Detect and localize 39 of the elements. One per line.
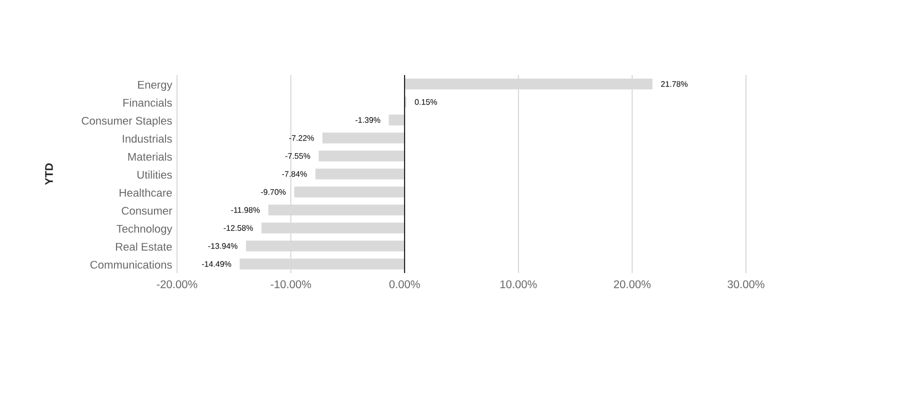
- y-tick-label: Industrials: [122, 134, 172, 143]
- data-label: 21.78%: [661, 81, 688, 87]
- y-tick-label: Real Estate: [116, 242, 172, 251]
- bar: [315, 168, 405, 180]
- x-tick-label: 20.00%: [614, 280, 651, 288]
- y-tick-label: Communications: [90, 260, 172, 269]
- bar: [318, 150, 405, 162]
- data-label: -11.98%: [231, 207, 260, 213]
- y-tick-label: Consumer Staples: [82, 116, 172, 127]
- y-tick-label: Healthcare: [120, 188, 172, 197]
- data-label: -1.39%: [356, 117, 380, 123]
- x-tick-label: -10.00%: [270, 280, 312, 288]
- y-tick-label: Energy: [138, 80, 172, 91]
- data-label: -9.70%: [260, 189, 286, 195]
- x-tick-label: 10.00%: [500, 280, 537, 288]
- bar: [404, 78, 652, 90]
- y-tick-label: Technology: [116, 224, 172, 235]
- data-label: -7.55%: [285, 153, 310, 159]
- data-label: -14.49%: [202, 261, 232, 267]
- y-axis-title: YTD: [45, 163, 53, 185]
- x-tick-label: 30.00%: [728, 280, 764, 288]
- bar: [240, 258, 405, 270]
- bar: [246, 240, 405, 252]
- bar: [388, 114, 405, 126]
- y-tick-label: Consumer: [122, 206, 172, 215]
- x-tick-label: -20.00%: [156, 280, 198, 288]
- data-label: -13.94%: [208, 243, 238, 249]
- bar: [322, 132, 405, 144]
- bar: [261, 222, 405, 234]
- data-label: -7.84%: [282, 171, 307, 177]
- y-tick-label: Utilities: [137, 170, 172, 179]
- data-label: 0.15%: [414, 99, 437, 105]
- y-tick-label: Materials: [128, 152, 172, 161]
- y-tick-label: Financials: [123, 98, 172, 107]
- data-label: -7.22%: [289, 135, 314, 141]
- x-tick-label: 0.00%: [389, 280, 420, 288]
- data-label: -12.58%: [224, 225, 253, 231]
- bar: [268, 204, 405, 216]
- bar: [294, 186, 405, 198]
